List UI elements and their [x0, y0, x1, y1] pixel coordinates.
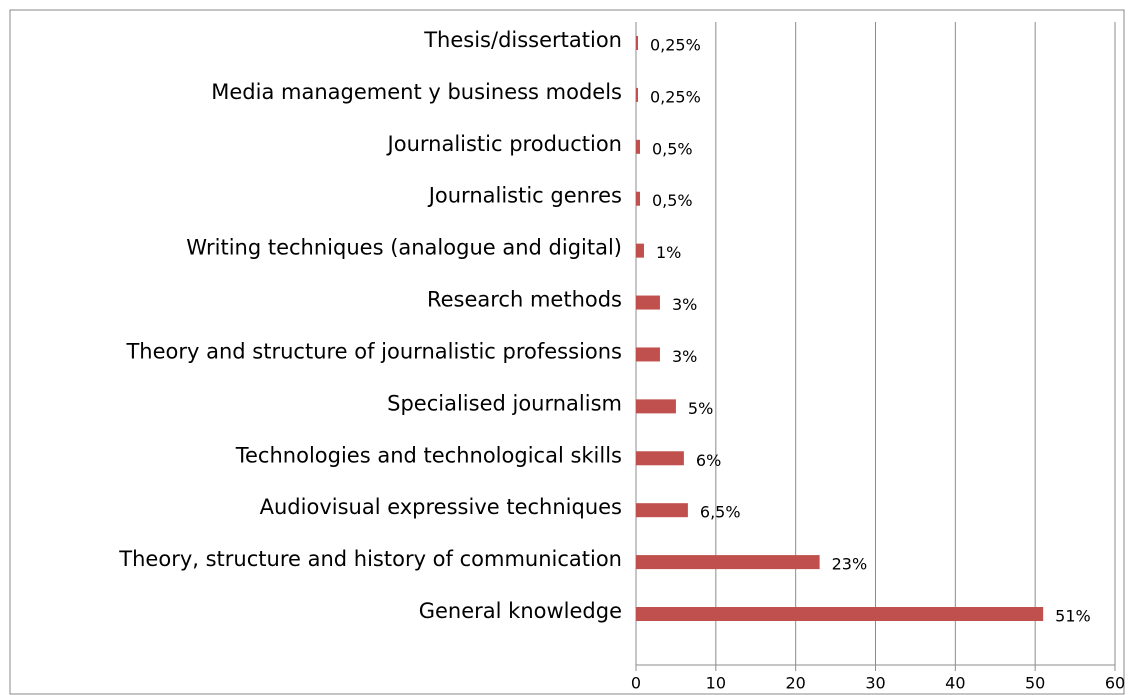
- y-tick-label: Theory, structure and history of communi…: [118, 547, 622, 571]
- bar: [636, 139, 640, 154]
- x-tick-label: 50: [1025, 674, 1045, 693]
- chart-frame: [9, 9, 1125, 695]
- data-label: 6,5%: [700, 503, 741, 522]
- data-label: 3%: [672, 347, 697, 366]
- y-tick-label: Media management y business models: [211, 80, 622, 104]
- data-label: 3%: [672, 295, 697, 314]
- bar: [636, 607, 1044, 621]
- data-label: 6%: [696, 451, 721, 470]
- bar: [636, 347, 660, 362]
- bar: [636, 503, 688, 518]
- y-tick-label: Specialised journalism: [387, 391, 622, 415]
- bar: [636, 243, 644, 258]
- y-tick-label: Journalistic production: [386, 132, 622, 156]
- y-tick-label: Technologies and technological skills: [235, 443, 622, 467]
- bar: [636, 555, 820, 570]
- y-tick-label: Research methods: [427, 288, 622, 312]
- bar: [636, 191, 640, 206]
- y-tick-label: Writing techniques (analogue and digital…: [186, 236, 622, 260]
- data-label: 5%: [688, 399, 713, 418]
- data-label: 51%: [1055, 607, 1091, 626]
- y-tick-label: General knowledge: [419, 599, 622, 623]
- data-label: 23%: [832, 555, 868, 574]
- y-tick-label: Audiovisual expressive techniques: [260, 495, 622, 519]
- bar: [636, 451, 684, 466]
- y-tick-label: Journalistic genres: [427, 184, 622, 208]
- x-tick-label: 40: [945, 674, 965, 693]
- data-label: 0,5%: [652, 139, 693, 158]
- bar: [636, 295, 660, 310]
- data-label: 0,25%: [650, 36, 701, 55]
- y-tick-label: Thesis/dissertation: [423, 28, 622, 52]
- data-label: 0,5%: [652, 191, 693, 210]
- x-tick-label: 10: [706, 674, 726, 693]
- x-tick-label: 60: [1105, 674, 1125, 693]
- bar: [636, 36, 638, 50]
- bar: [636, 399, 676, 414]
- bar: [636, 87, 638, 102]
- y-tick-label: Theory and structure of journalistic pro…: [125, 339, 622, 363]
- x-tick-label: 20: [785, 674, 805, 693]
- data-label: 1%: [656, 243, 681, 262]
- data-label: 0,25%: [650, 87, 701, 106]
- x-tick-label: 0: [631, 674, 641, 693]
- x-tick-label: 30: [865, 674, 885, 693]
